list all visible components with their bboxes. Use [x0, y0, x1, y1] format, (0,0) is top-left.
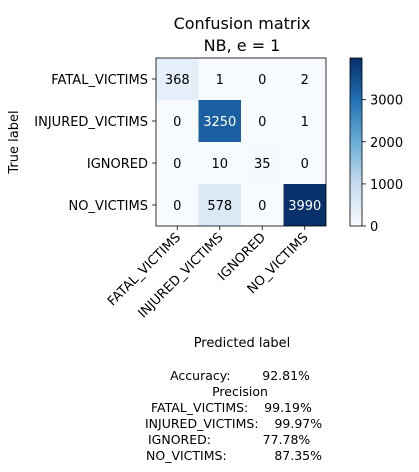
heatmap-cell	[283, 184, 326, 226]
heatmap-cell	[283, 100, 326, 142]
precision-heading: Precision	[212, 384, 268, 399]
cell-value-label: 1	[301, 115, 309, 130]
precision-row: INJURED_VICTIMS: 99.97%	[145, 416, 323, 431]
heatmap-cell	[156, 184, 199, 226]
heatmap-cell	[283, 58, 326, 100]
cell-value-label: 0	[173, 199, 181, 214]
precision-row: NO_VICTIMS: 87.35%	[146, 448, 323, 463]
heatmap-cells: 368 1 0 20 3250 0 10 10 35 00 578 0 3990	[155, 57, 327, 227]
cell-value-label: 368	[165, 73, 190, 88]
y-tick-label: NO_VICTIMS	[68, 199, 148, 214]
cell-value-label: 578	[207, 199, 232, 214]
chart-subtitle: NB, e = 1	[204, 36, 281, 55]
colorbar	[349, 57, 363, 227]
cell-value-label: 3250	[203, 115, 236, 130]
cell-value-label: 0	[258, 115, 266, 130]
colorbar-tick-label: 3000	[370, 94, 403, 109]
colorbar-ticks: 0 1000 2000 3000	[362, 94, 403, 235]
heatmap-cell	[241, 184, 284, 226]
cell-value-label: 0	[258, 73, 266, 88]
precision-row: IGNORED: 77.78%	[148, 432, 311, 447]
cell-value-label: 3990	[288, 199, 321, 214]
cell-value-label: 1	[216, 73, 224, 88]
y-axis-label: True label	[7, 110, 22, 174]
cell-value-label: 2	[301, 73, 309, 88]
colorbar-tick-label: 1000	[370, 178, 403, 193]
y-tick-label: IGNORED	[87, 157, 148, 172]
colorbar-tick-label: 0	[370, 220, 378, 235]
y-tick-label: INJURED_VICTIMS	[34, 115, 148, 130]
cell-value-label: 0	[173, 115, 181, 130]
heatmap-cell	[156, 58, 199, 100]
heatmap-cell	[156, 142, 199, 184]
metrics-summary: Accuracy: 92.81% Precision FATAL_VICTIMS…	[120, 368, 360, 464]
heatmap-cell	[241, 142, 284, 184]
column-labels: FATAL_VICTIMSINJURED_VICTIMSIGNOREDNO_VI…	[105, 226, 312, 321]
cell-value-label: 0	[301, 157, 309, 172]
colorbar-tick-label: 2000	[370, 136, 403, 151]
cell-value-label: 0	[173, 157, 181, 172]
precision-row: FATAL_VICTIMS: 99.19%	[151, 400, 312, 415]
cell-value-label: 35	[254, 157, 271, 172]
row-labels: FATAL_VICTIMS INJURED_VICTIMS IGNORED NO_VI…	[34, 73, 156, 214]
accuracy-text: Accuracy: 92.81%	[170, 368, 310, 383]
heatmap-cell	[283, 142, 326, 184]
x-tick-label: INJURED_VICTIMS	[136, 230, 227, 321]
heatmap-cell	[156, 100, 199, 142]
heatmap-cell	[198, 184, 241, 226]
heatmap-cell	[241, 100, 284, 142]
plot-frame	[155, 57, 327, 227]
heatmap-cell	[241, 58, 284, 100]
x-axis-label: Predicted label	[194, 336, 291, 351]
chart-title: Confusion matrix	[174, 14, 311, 33]
y-tick-label: FATAL_VICTIMS	[51, 73, 148, 88]
cell-value-label: 0	[258, 199, 266, 214]
x-tick-label: FATAL_VICTIMS	[105, 230, 184, 309]
cell-value-label: 10	[211, 157, 228, 172]
heatmap-cell	[198, 142, 241, 184]
heatmap-cell	[198, 100, 241, 142]
heatmap-cell	[198, 58, 241, 100]
confusion-matrix-chart: Confusion matrix NB, e = 1 368 1 0 20 3250 0 1…	[7, 14, 403, 351]
